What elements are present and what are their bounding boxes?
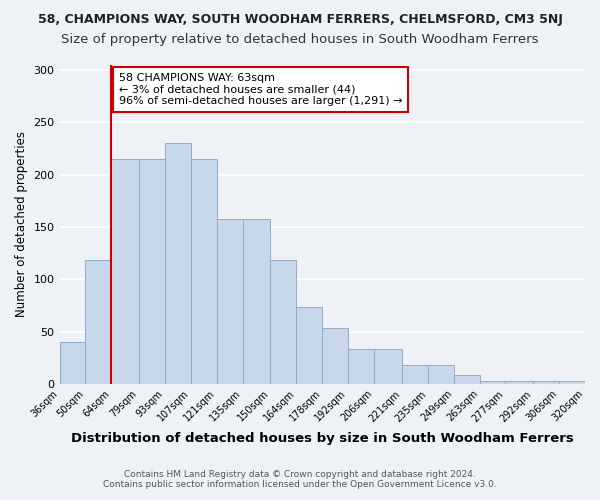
- X-axis label: Distribution of detached houses by size in South Woodham Ferrers: Distribution of detached houses by size …: [71, 432, 574, 445]
- Text: Contains HM Land Registry data © Crown copyright and database right 2024.
Contai: Contains HM Land Registry data © Crown c…: [103, 470, 497, 489]
- Bar: [505, 380, 533, 384]
- Bar: [428, 365, 454, 384]
- Bar: [374, 350, 402, 384]
- Bar: [454, 376, 479, 384]
- Bar: [112, 159, 139, 384]
- Bar: [479, 380, 505, 384]
- Bar: [322, 328, 348, 384]
- Bar: [85, 260, 112, 384]
- Bar: [533, 380, 559, 384]
- Y-axis label: Number of detached properties: Number of detached properties: [15, 132, 28, 318]
- Bar: [139, 159, 165, 384]
- Bar: [217, 218, 243, 384]
- Bar: [165, 144, 191, 384]
- Bar: [243, 218, 271, 384]
- Text: 58, CHAMPIONS WAY, SOUTH WOODHAM FERRERS, CHELMSFORD, CM3 5NJ: 58, CHAMPIONS WAY, SOUTH WOODHAM FERRERS…: [38, 12, 562, 26]
- Bar: [559, 380, 585, 384]
- Bar: [191, 159, 217, 384]
- Bar: [402, 365, 428, 384]
- Bar: [59, 342, 85, 384]
- Text: 58 CHAMPIONS WAY: 63sqm
← 3% of detached houses are smaller (44)
96% of semi-det: 58 CHAMPIONS WAY: 63sqm ← 3% of detached…: [119, 73, 402, 106]
- Bar: [348, 350, 374, 384]
- Bar: [296, 308, 322, 384]
- Text: Size of property relative to detached houses in South Woodham Ferrers: Size of property relative to detached ho…: [61, 32, 539, 46]
- Bar: [271, 260, 296, 384]
